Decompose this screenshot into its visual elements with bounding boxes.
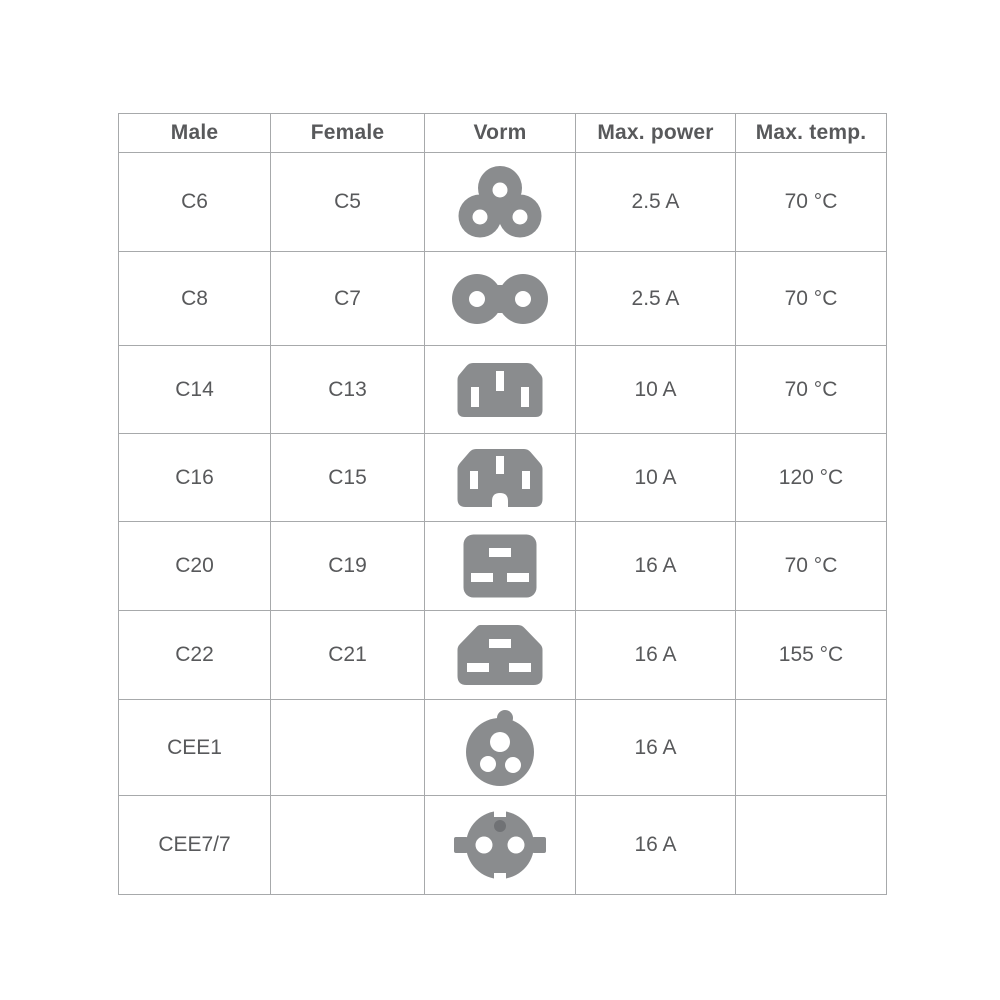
max-power-cell: 2.5 A xyxy=(575,152,736,252)
vorm-cell xyxy=(424,610,576,700)
male-cell: C22 xyxy=(118,610,271,700)
header-max-temp: Max. temp. xyxy=(735,113,887,153)
male-cell: CEE1 xyxy=(118,699,271,796)
max-power-cell: 16 A xyxy=(575,795,736,895)
c20-c19-connector-icon xyxy=(463,534,537,598)
max-power-cell: 16 A xyxy=(575,699,736,796)
male-cell: C20 xyxy=(118,521,271,611)
header-max-power: Max. power xyxy=(575,113,736,153)
table-row-c14: C14 C13 10 A 70 °C xyxy=(118,345,887,434)
vorm-cell xyxy=(424,345,576,434)
max-temp-cell: 70 °C xyxy=(735,521,887,611)
header-male: Male xyxy=(118,113,271,153)
header-female: Female xyxy=(270,113,425,153)
max-temp-cell: 120 °C xyxy=(735,433,887,522)
header-vorm: Vorm xyxy=(424,113,576,153)
male-cell: C8 xyxy=(118,251,271,346)
cee1-round-connector-icon xyxy=(466,709,534,786)
c22-c21-connector-icon xyxy=(457,625,543,685)
male-cell: CEE7/7 xyxy=(118,795,271,895)
c8-c7-figure-eight-connector-icon xyxy=(452,273,548,324)
max-power-cell: 10 A xyxy=(575,433,736,522)
female-cell: C15 xyxy=(270,433,425,522)
vorm-cell xyxy=(424,521,576,611)
table-row-c22: C22 C21 16 A 155 °C xyxy=(118,610,887,700)
vorm-cell xyxy=(424,433,576,522)
table-row-c20: C20 C19 16 A 70 °C xyxy=(118,521,887,611)
table-row-c16: C16 C15 10 A 120 °C xyxy=(118,433,887,522)
vorm-cell xyxy=(424,251,576,346)
max-power-cell: 16 A xyxy=(575,521,736,611)
female-cell: C5 xyxy=(270,152,425,252)
vorm-cell xyxy=(424,795,576,895)
table-row-c6: C6 C5 2.5 A xyxy=(118,152,887,252)
c6-c5-cloverleaf-connector-icon xyxy=(458,166,542,238)
cee7-7-schuko-plug-icon xyxy=(454,808,546,882)
c14-c13-connector-icon xyxy=(457,362,543,417)
female-cell xyxy=(270,699,425,796)
male-cell: C6 xyxy=(118,152,271,252)
max-power-cell: 10 A xyxy=(575,345,736,434)
female-cell: C19 xyxy=(270,521,425,611)
max-temp-cell: 155 °C xyxy=(735,610,887,700)
max-power-cell: 16 A xyxy=(575,610,736,700)
max-temp-cell: 70 °C xyxy=(735,345,887,434)
table-header-row: Male Female Vorm Max. power Max. temp. xyxy=(118,113,887,153)
max-power-cell: 2.5 A xyxy=(575,251,736,346)
male-cell: C14 xyxy=(118,345,271,434)
male-cell: C16 xyxy=(118,433,271,522)
female-cell: C7 xyxy=(270,251,425,346)
connector-spec-table: Male Female Vorm Max. power Max. temp. C… xyxy=(118,113,887,895)
female-cell xyxy=(270,795,425,895)
max-temp-cell xyxy=(735,699,887,796)
max-temp-cell: 70 °C xyxy=(735,251,887,346)
table-row-c8: C8 C7 2.5 A 70 °C xyxy=(118,251,887,346)
vorm-cell xyxy=(424,699,576,796)
max-temp-cell xyxy=(735,795,887,895)
female-cell: C13 xyxy=(270,345,425,434)
female-cell: C21 xyxy=(270,610,425,700)
c16-c15-notched-connector-icon xyxy=(457,448,543,509)
table-row-cee1: CEE1 16 A xyxy=(118,699,887,796)
vorm-cell xyxy=(424,152,576,252)
max-temp-cell: 70 °C xyxy=(735,152,887,252)
table-row-cee7-7: CEE7/7 xyxy=(118,795,887,895)
